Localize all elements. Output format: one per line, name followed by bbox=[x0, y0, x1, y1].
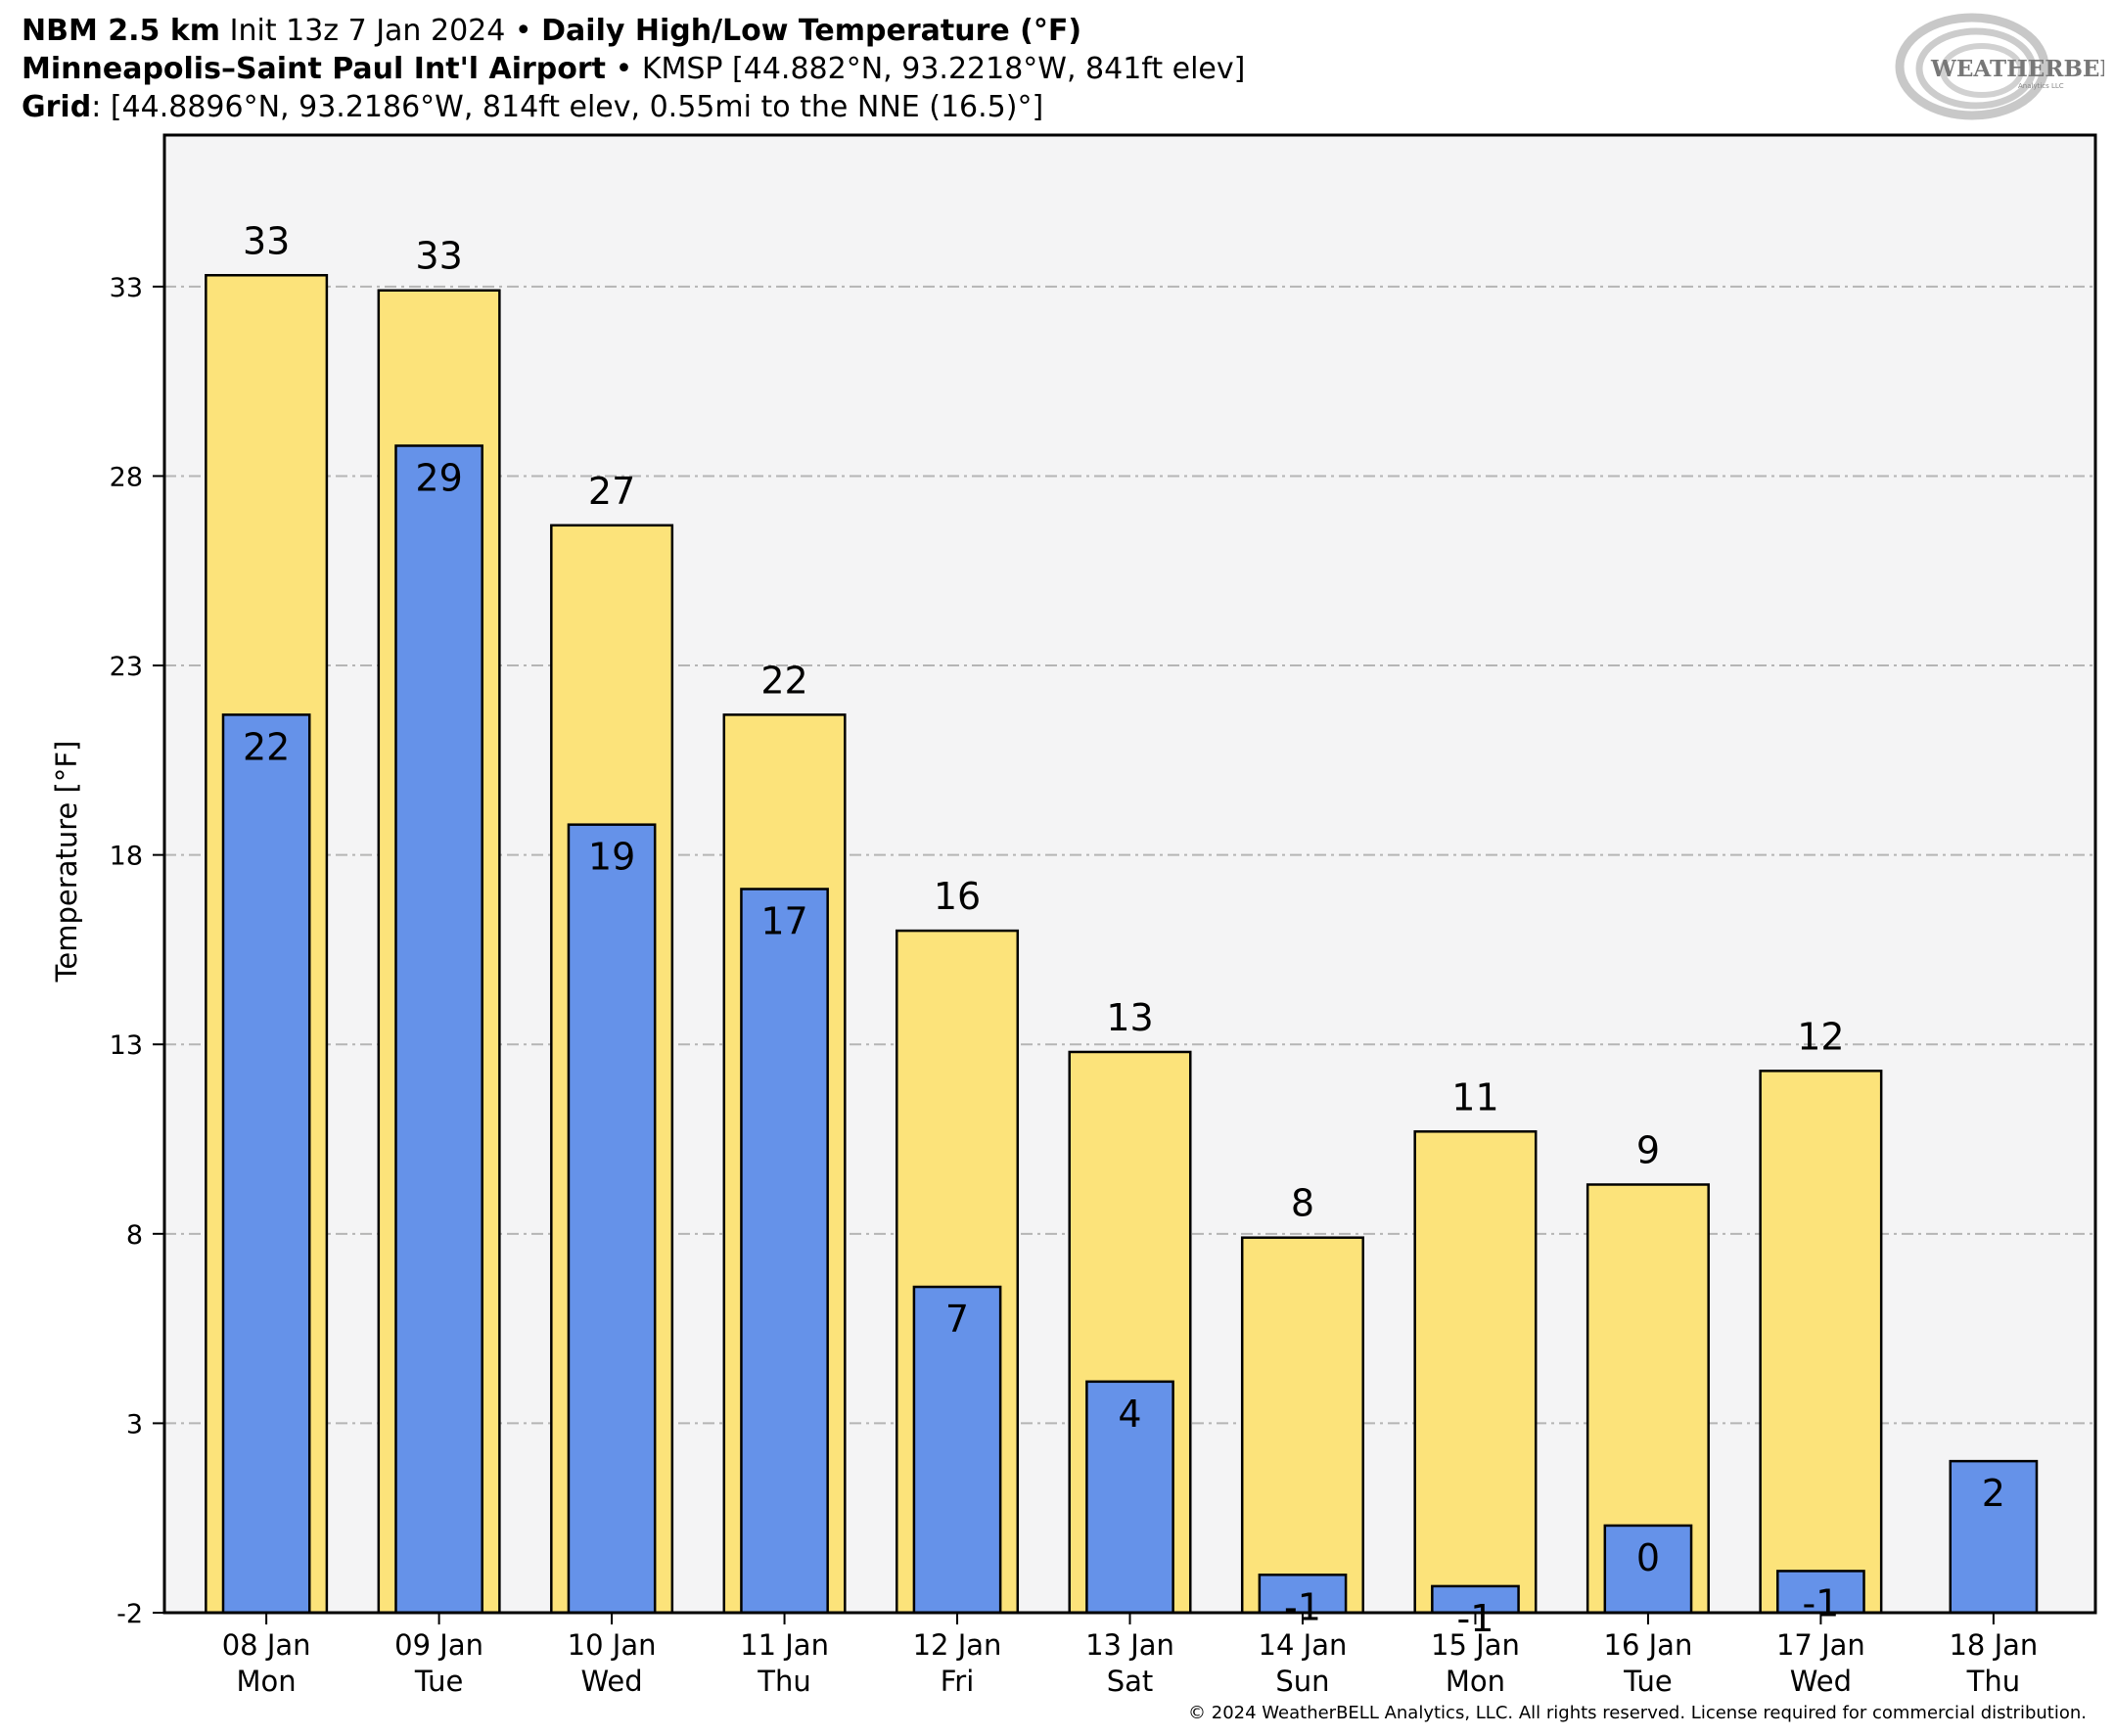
x-tick-day: Tue bbox=[414, 1665, 464, 1698]
high-bar bbox=[1240, 1236, 1364, 1615]
separator: • bbox=[514, 14, 532, 48]
low-bar bbox=[394, 444, 483, 1615]
y-tick-label: 28 bbox=[110, 462, 143, 492]
y-axis-label: Temperature [°F] bbox=[50, 741, 83, 983]
x-tick-date: 13 Jan bbox=[1085, 1628, 1174, 1662]
logo-wordmark: WEATHERBELL bbox=[1930, 56, 2104, 82]
low-value-label: 4 bbox=[1118, 1393, 1141, 1436]
high-value-label: 11 bbox=[1451, 1075, 1498, 1119]
x-tick-day: Thu bbox=[757, 1665, 810, 1698]
separator: • bbox=[615, 52, 633, 86]
y-tick-label: 3 bbox=[126, 1409, 143, 1439]
x-tick-day: Mon bbox=[237, 1665, 297, 1698]
low-value-label: 17 bbox=[760, 899, 807, 942]
x-tick-day: Thu bbox=[1966, 1665, 2020, 1698]
x-tick-date: 14 Jan bbox=[1259, 1628, 1348, 1662]
high-value-label: 8 bbox=[1291, 1182, 1314, 1225]
x-tick-day: Wed bbox=[1790, 1665, 1852, 1698]
low-bar bbox=[1776, 1570, 1865, 1615]
x-tick-date: 10 Jan bbox=[568, 1628, 657, 1662]
low-bar bbox=[740, 888, 829, 1615]
model-name: NBM 2.5 km bbox=[22, 14, 221, 48]
y-tick-label: 33 bbox=[110, 273, 143, 303]
station-details: KMSP [44.882°N, 93.2218°W, 841ft elev] bbox=[641, 52, 1246, 86]
high-value-label: 27 bbox=[588, 470, 635, 513]
x-tick-date: 15 Jan bbox=[1431, 1628, 1520, 1662]
x-tick-day: Mon bbox=[1446, 1665, 1505, 1698]
logo-subtext: Analytics LLC bbox=[2018, 82, 2064, 90]
low-bar bbox=[1949, 1459, 2039, 1615]
y-tick-label: 13 bbox=[110, 1030, 143, 1061]
high-value-label: 16 bbox=[934, 875, 981, 918]
x-tick-date: 12 Jan bbox=[913, 1628, 1002, 1662]
x-tick-day: Sun bbox=[1275, 1665, 1329, 1698]
weatherbell-logo: WEATHERBELL Analytics LLC bbox=[1894, 10, 2114, 122]
low-bar bbox=[567, 823, 657, 1615]
low-bar bbox=[1258, 1574, 1348, 1615]
low-bar bbox=[1431, 1584, 1520, 1615]
header-line-3: Grid: [44.8896°N, 93.2186°W, 814ft elev,… bbox=[22, 88, 1881, 126]
grid-label: Grid bbox=[22, 90, 92, 124]
x-tick-date: 16 Jan bbox=[1604, 1628, 1693, 1662]
high-value-label: 33 bbox=[243, 219, 290, 262]
low-value-label: 19 bbox=[588, 836, 635, 879]
low-value-label: 2 bbox=[1982, 1472, 2005, 1515]
low-value-label: 29 bbox=[415, 456, 462, 499]
high-bar bbox=[1413, 1130, 1538, 1615]
x-tick-day: Wed bbox=[580, 1665, 642, 1698]
x-tick-date: 18 Jan bbox=[1949, 1628, 2038, 1662]
header-line-2: Minneapolis–Saint Paul Int'l Airport • K… bbox=[22, 50, 1881, 88]
y-tick-label: -2 bbox=[116, 1599, 143, 1629]
x-tick-day: Sat bbox=[1107, 1665, 1154, 1698]
init-time: Init 13z 7 Jan 2024 bbox=[229, 14, 506, 48]
x-tick-date: 08 Jan bbox=[222, 1628, 311, 1662]
high-bar bbox=[1759, 1070, 1883, 1615]
low-value-label: 22 bbox=[243, 725, 290, 768]
low-value-label: 7 bbox=[945, 1298, 969, 1341]
header-line-1: NBM 2.5 km Init 13z 7 Jan 2024 • Daily H… bbox=[22, 12, 1881, 50]
x-tick-day: Fri bbox=[941, 1665, 975, 1698]
grid-details: : [44.8896°N, 93.2186°W, 814ft elev, 0.5… bbox=[91, 90, 1044, 124]
station-name: Minneapolis–Saint Paul Int'l Airport bbox=[22, 52, 607, 86]
x-tick-date: 09 Jan bbox=[394, 1628, 483, 1662]
high-value-label: 13 bbox=[1106, 996, 1153, 1039]
x-tick-date: 17 Jan bbox=[1776, 1628, 1865, 1662]
x-tick-date: 11 Jan bbox=[740, 1628, 829, 1662]
x-tick-day: Tue bbox=[1623, 1665, 1673, 1698]
high-value-label: 33 bbox=[415, 235, 462, 278]
low-bar bbox=[1603, 1524, 1693, 1615]
low-bar bbox=[221, 713, 311, 1615]
y-tick-label: 23 bbox=[110, 652, 143, 682]
product-title: Daily High/Low Temperature (°F) bbox=[541, 14, 1082, 48]
high-value-label: 22 bbox=[760, 659, 807, 702]
high-value-label: 12 bbox=[1797, 1015, 1844, 1058]
high-value-label: 9 bbox=[1636, 1128, 1660, 1171]
y-tick-label: 18 bbox=[110, 842, 143, 872]
low-value-label: 0 bbox=[1636, 1536, 1660, 1579]
chart-header: NBM 2.5 km Init 13z 7 Jan 2024 • Daily H… bbox=[22, 12, 1881, 126]
copyright-notice: © 2024 WeatherBELL Analytics, LLC. All r… bbox=[1188, 1703, 2087, 1723]
low-bar bbox=[1085, 1380, 1174, 1615]
y-tick-label: 8 bbox=[126, 1220, 143, 1251]
